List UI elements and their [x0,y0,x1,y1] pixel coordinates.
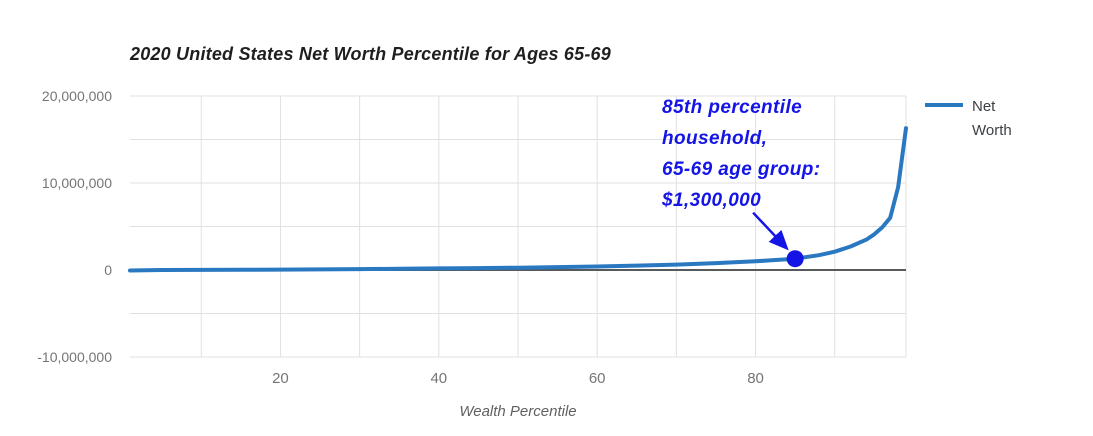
legend[interactable]: Net Worth [925,95,1045,143]
y-tick-label: 10,000,000 [42,175,112,191]
y-tick-label: 0 [104,262,112,278]
annotation-point[interactable] [786,250,804,268]
annotation-arrow [752,211,789,251]
x-tick-label: 20 [272,370,289,387]
chart-title: 2020 United States Net Worth Percentile … [130,44,611,64]
y-axis-labels: 20,000,000 10,000,000 0 -10,000,000 [37,88,112,365]
annotation-line: 85th percentile [662,97,803,118]
annotation-line: household, [662,128,768,149]
annotation-line: 65-69 age group: [662,159,821,180]
x-tick-label: 80 [747,370,764,387]
legend-line-swatch [925,103,963,107]
legend-series-label: Net Worth [972,98,1012,139]
net-worth-line[interactable] [128,126,908,273]
annotation-text: 85th percentile household, 65-69 age gro… [662,92,820,216]
y-tick-label: 20,000,000 [42,88,112,104]
x-axis-title: Wealth Percentile [459,403,577,420]
x-axis-labels: 20 40 60 80 [272,370,764,387]
x-tick-label: 40 [430,370,447,387]
annotation-line: $1,300,000 [662,190,762,211]
y-tick-label: -10,000,000 [37,349,112,365]
x-tick-label: 60 [589,370,606,387]
gridlines [130,95,907,358]
